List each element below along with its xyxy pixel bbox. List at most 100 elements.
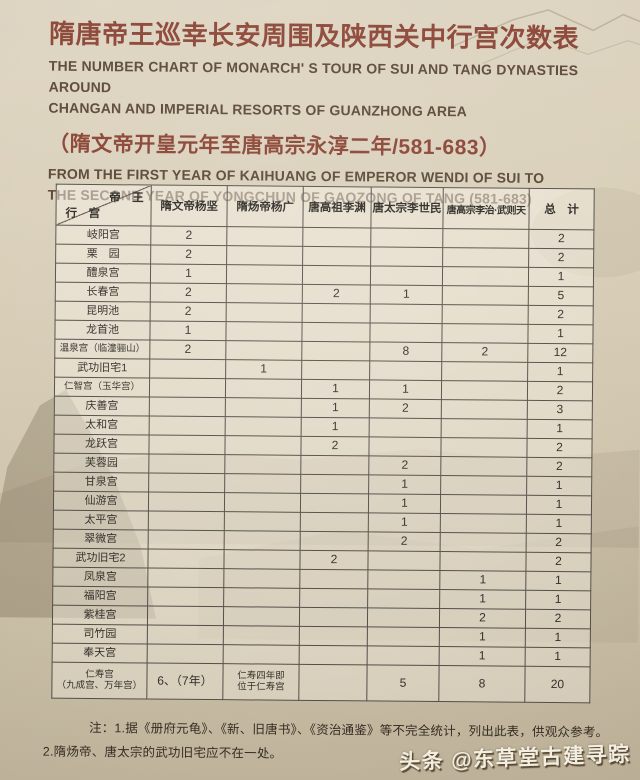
count-cell [223, 549, 301, 570]
palace-name: 仁智宫（玉华宫） [54, 377, 150, 398]
column-header: 隋炀帝杨广 [226, 185, 304, 228]
count-cell: 1 [368, 493, 441, 514]
count-cell [225, 378, 302, 399]
palace-name: 福阳宫 [52, 586, 148, 607]
count-cell: 2 [439, 608, 526, 629]
count-cell: 1 [439, 589, 526, 610]
tour-count-table: 帝 王 行 宫 隋文帝杨坚 隋炀帝杨广 唐高祖李渊 唐太宗李世民 唐高宗李治·武则天总 … [51, 183, 595, 704]
count-cell [300, 493, 369, 513]
palace-name: 奉天宫 [52, 643, 148, 664]
palace-name: 芙蓉园 [53, 453, 149, 474]
count-cell: 2 [150, 302, 227, 322]
count-cell: 1 [301, 379, 370, 399]
count-cell [223, 587, 300, 608]
count-cell [299, 569, 368, 589]
count-cell [148, 511, 225, 531]
count-cell [367, 588, 440, 609]
count-cell [440, 475, 527, 496]
column-header: 唐高宗李治·武则天 [442, 187, 530, 230]
count-cell [148, 492, 225, 512]
count-cell: 仁寿四年即 位于仁寿宫 [222, 663, 300, 701]
count-cell [148, 473, 225, 493]
count-cell [301, 322, 371, 342]
count-cell: 2 [525, 552, 592, 572]
count-cell [226, 302, 303, 323]
count-cell [226, 245, 303, 266]
count-cell: 2 [368, 531, 441, 552]
count-cell: 1 [528, 267, 594, 287]
count-cell [224, 435, 302, 456]
palace-name: 司竹园 [52, 624, 148, 645]
count-cell: 2 [150, 283, 227, 303]
count-cell: 2 [369, 398, 442, 419]
count-cell [369, 417, 442, 438]
count-cell [368, 436, 442, 457]
count-cell [370, 227, 443, 248]
count-cell: 1 [301, 417, 370, 437]
count-cell [442, 285, 529, 306]
count-cell [442, 266, 529, 287]
count-cell: 1 [525, 628, 591, 648]
table-header-row: 帝 王 行 宫 隋文帝杨坚 隋炀帝杨广 唐高祖李渊 唐太宗李世民 唐高宗李治·武则天总 … [55, 184, 595, 230]
corner-cell: 帝 王 行 宫 [55, 184, 152, 227]
count-cell: 1 [527, 362, 593, 382]
count-cell: 1 [439, 646, 526, 667]
count-cell [224, 530, 301, 551]
count-cell: 1 [527, 324, 594, 344]
count-cell [302, 246, 371, 266]
count-cell [302, 265, 371, 285]
count-cell: 1 [525, 590, 591, 610]
count-cell [299, 626, 368, 646]
count-cell [442, 247, 529, 268]
count-cell: 1 [527, 419, 593, 439]
count-cell: 1 [370, 284, 443, 305]
panel-subtitle-cn: （隋文帝开皇元年至唐高宗永淳二年/581-683） [48, 132, 501, 160]
count-cell [149, 397, 226, 417]
count-cell: 1 [369, 379, 442, 400]
count-cell: 8 [438, 665, 526, 703]
count-cell: 12 [527, 343, 593, 363]
count-cell [223, 644, 300, 665]
count-cell [367, 645, 440, 666]
palace-name: 岐阳宫 [55, 225, 151, 246]
count-cell: 1 [225, 359, 302, 380]
count-cell [367, 569, 440, 590]
count-cell [302, 227, 371, 247]
palace-name: 庆善宫 [54, 396, 150, 417]
count-cell: 1 [368, 474, 441, 495]
count-cell [300, 455, 369, 475]
count-cell [149, 378, 226, 398]
count-cell [299, 645, 368, 665]
corner-label-palace: 行 宫 [65, 207, 101, 221]
corner-label-emperor: 帝 王 [109, 192, 144, 205]
count-cell [367, 626, 440, 647]
count-cell [224, 511, 301, 532]
count-cell [439, 551, 527, 572]
count-cell: 1 [301, 398, 370, 418]
count-cell: 2 [302, 284, 371, 304]
watermark-handle: @东草堂古建寻踪 [450, 742, 631, 773]
count-cell [224, 473, 301, 494]
count-cell [370, 265, 443, 286]
count-cell [301, 360, 370, 380]
note-line-2: 2.隋炀帝、唐太宗的武功旧宅应不在一处。 [42, 744, 283, 761]
count-cell [226, 264, 303, 285]
palace-name: 栗 园 [55, 244, 151, 265]
count-cell [149, 416, 226, 436]
count-cell: 1 [149, 321, 227, 341]
count-cell: 6、（7年） [146, 663, 224, 700]
count-cell: 1 [368, 512, 441, 533]
count-cell: 2 [526, 533, 592, 553]
count-cell [300, 531, 369, 551]
count-cell [148, 530, 225, 550]
count-cell: 5 [528, 286, 594, 306]
palace-name: 翠微宫 [53, 529, 149, 550]
count-cell [369, 322, 443, 343]
count-cell: 2 [299, 550, 369, 570]
palace-name: 醴泉宫 [55, 263, 151, 284]
count-cell: 1 [525, 647, 591, 667]
column-header: 唐高祖李渊 [302, 186, 372, 228]
count-cell [369, 360, 442, 381]
palace-name: 龙跃宫 [53, 434, 150, 455]
count-cell: 20 [524, 666, 591, 703]
